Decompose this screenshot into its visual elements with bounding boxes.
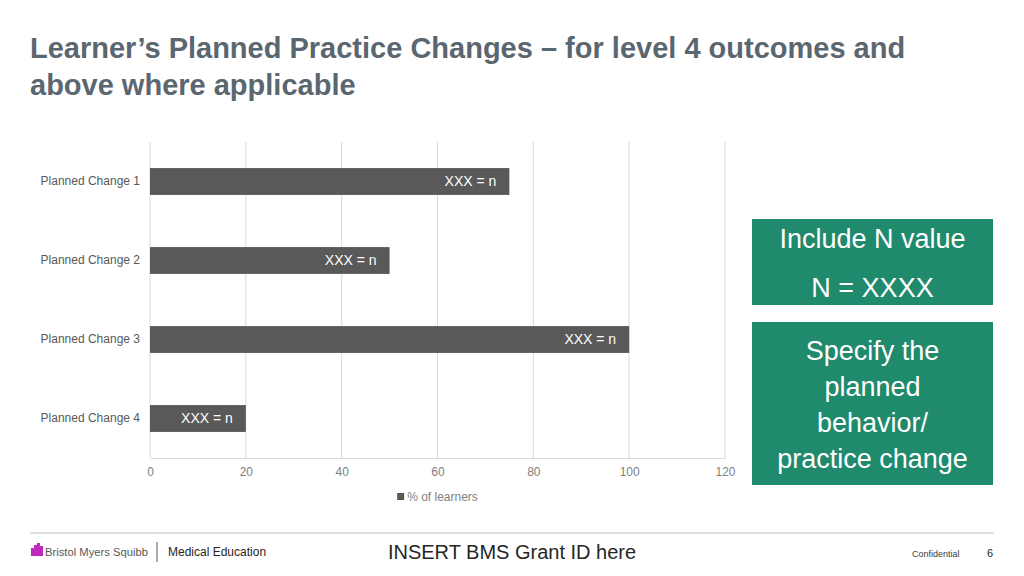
logo-icon <box>31 543 43 556</box>
y-tick: Planned Change 1 <box>41 174 141 188</box>
legend-item: % of learners <box>397 490 478 504</box>
x-tick: 80 <box>527 458 541 479</box>
callout-text: Specify the <box>806 336 940 366</box>
bars <box>150 168 629 432</box>
y-axis: Planned Change 1 Planned Change 2 Planned … <box>41 174 141 425</box>
x-tick-label: 120 <box>715 465 735 479</box>
category-label: Planned Change 4 <box>41 411 141 425</box>
axis-line <box>151 458 726 459</box>
grid <box>150 142 725 458</box>
x-axis: 0 20 40 60 80 100 120 <box>147 458 736 479</box>
data-label: XXX = n <box>181 410 233 426</box>
grid-line <box>629 142 630 458</box>
slide: Learner’s Planned Practice Changes – for… <box>0 0 1024 576</box>
logo-bar <box>31 548 34 556</box>
legend: % of learners <box>397 490 478 504</box>
grid-line <box>725 142 726 458</box>
grid-line <box>533 142 534 458</box>
data-label: XXX = n <box>325 252 377 268</box>
y-tick: Planned Change 4 <box>41 411 141 425</box>
x-tick: 60 <box>431 458 445 479</box>
x-tick-label: 40 <box>335 465 349 479</box>
x-tick: 20 <box>240 458 254 479</box>
callout-text: N = XXXX <box>811 273 933 303</box>
callout: Include N value N = XXXX <box>752 219 993 305</box>
category-label: Planned Change 2 <box>41 253 141 267</box>
callout-text: planned <box>824 372 920 402</box>
bar <box>150 247 390 274</box>
x-tick-label: 20 <box>240 465 254 479</box>
x-tick: 40 <box>335 458 349 479</box>
bar <box>150 405 246 432</box>
callout-box <box>752 322 993 485</box>
x-tick-label: 80 <box>527 465 541 479</box>
logo-bar <box>37 543 40 556</box>
y-tick: Planned Change 2 <box>41 253 141 267</box>
footer-rule <box>30 533 994 534</box>
data-label: XXX = n <box>564 331 616 347</box>
footer-separator <box>157 542 158 562</box>
x-tick: 120 <box>715 458 735 479</box>
legend-swatch <box>397 493 404 500</box>
x-tick: 0 <box>147 458 154 479</box>
callout-text: behavior/ <box>817 408 929 438</box>
data-label: XXX = n <box>445 173 497 189</box>
callout-text: Include N value <box>779 224 965 254</box>
department: Medical Education <box>168 545 266 559</box>
category-label: Planned Change 1 <box>41 174 141 188</box>
callout-box <box>752 219 993 305</box>
x-tick-label: 0 <box>147 465 154 479</box>
page-number: 6 <box>987 547 993 559</box>
bar <box>150 168 509 195</box>
legend-label: % of learners <box>407 490 478 504</box>
x-tick-label: 60 <box>431 465 445 479</box>
footer: Bristol Myers Squibb Medical Education INS… <box>30 533 994 563</box>
data-labels: XXX = n XXX = n XXX = n XXX = n <box>181 173 616 426</box>
x-tick: 100 <box>620 458 640 479</box>
y-tick: Planned Change 3 <box>41 332 141 346</box>
grant-id: INSERT BMS Grant ID here <box>388 541 636 563</box>
title: Learner’s Planned Practice Changes – for… <box>30 32 905 101</box>
logo-bar <box>34 545 37 556</box>
category-label: Planned Change 3 <box>41 332 141 346</box>
bar <box>150 326 629 353</box>
x-tick-label: 100 <box>620 465 640 479</box>
logo-bar <box>40 546 43 556</box>
callout: Specify the planned behavior/practice chan… <box>752 322 993 485</box>
callout-text: practice change <box>777 444 968 474</box>
confidential: Confidential <box>912 549 960 559</box>
logo-text: Bristol Myers Squibb <box>45 546 148 558</box>
